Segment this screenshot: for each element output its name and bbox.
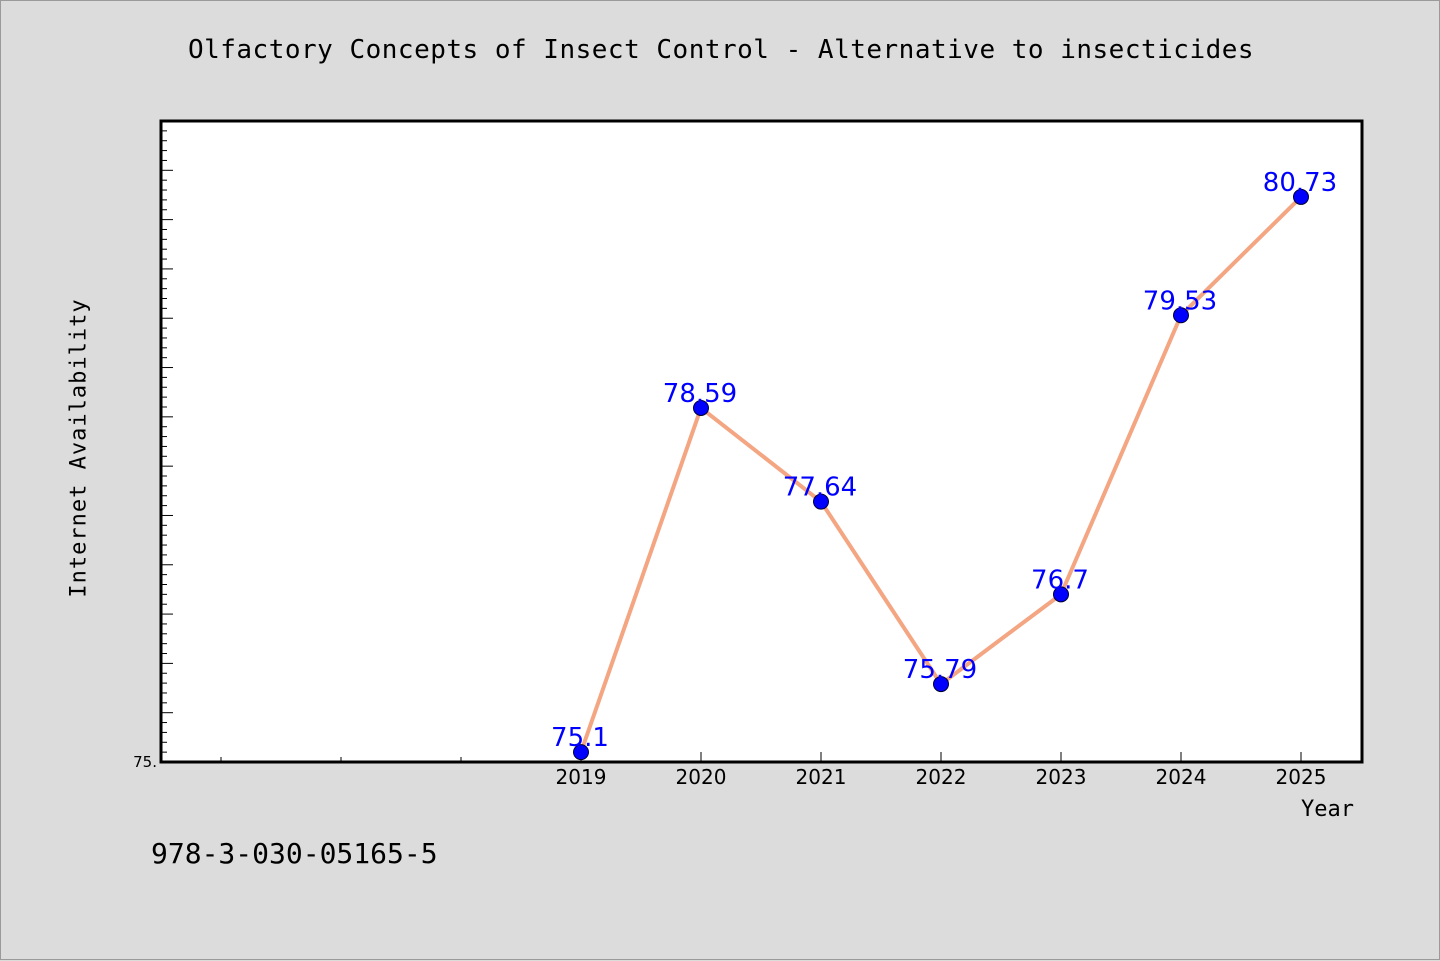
x-tick-label: 2023 xyxy=(1036,765,1087,789)
data-point xyxy=(573,744,589,761)
x-tick-label: 2019 xyxy=(556,765,607,789)
data-point xyxy=(1293,188,1309,205)
data-point xyxy=(1053,586,1069,603)
data-point xyxy=(933,676,949,693)
data-label: 80.73 xyxy=(1263,168,1337,198)
x-tick-label: 2021 xyxy=(796,765,847,789)
plot-area xyxy=(161,121,1362,762)
axis-ticks: 75. 2019 2020 2021 2022 2023 2024 2025 xyxy=(133,120,1327,789)
series-markers-layer xyxy=(573,188,1309,761)
data-label: 79.53 xyxy=(1143,286,1217,316)
x-tick-label: 2025 xyxy=(1276,765,1327,789)
data-point xyxy=(693,399,709,416)
data-labels-layer: 75.1 78.59 77.64 75.79 76.7 79.53 80.73 xyxy=(551,168,1337,753)
x-tick-label: 2024 xyxy=(1156,765,1207,789)
data-label: 75.79 xyxy=(903,655,977,685)
data-label: 76.7 xyxy=(1031,565,1089,595)
y-tick-label: 75. xyxy=(133,753,157,771)
data-point xyxy=(813,493,829,510)
x-tick-label: 2022 xyxy=(916,765,967,789)
x-axis-label: Year xyxy=(1301,797,1354,822)
plot-frame xyxy=(159,119,1364,764)
data-label: 75.1 xyxy=(551,723,609,753)
isbn-footer: 978-3-030-05165-5 xyxy=(151,837,438,870)
data-label: 77.64 xyxy=(783,473,857,503)
data-point xyxy=(1173,307,1189,324)
chart-title: Olfactory Concepts of Insect Control - A… xyxy=(187,35,1255,65)
x-tick-label: 2020 xyxy=(676,765,727,789)
data-label: 78.59 xyxy=(663,379,737,409)
